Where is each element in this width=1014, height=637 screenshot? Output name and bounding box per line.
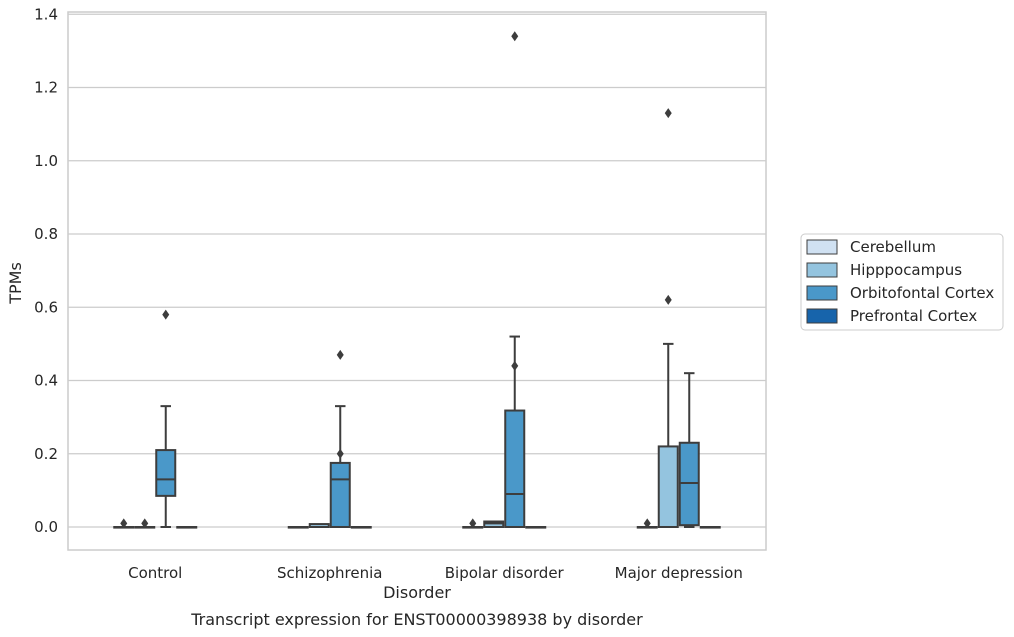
outlier-point (120, 518, 128, 529)
legend-frame (800, 233, 1004, 331)
y-axis-title: TPMs (6, 262, 25, 305)
box-body (504, 409, 526, 528)
legend-label: Prefrontal Cortex (850, 307, 977, 325)
outlier-point (664, 108, 672, 119)
box-cerebellum (287, 526, 309, 529)
legend-swatch (806, 262, 838, 278)
box-prefrontal-cortex (699, 526, 721, 529)
x-tick-label: Major depression (615, 564, 743, 582)
outlier-point (162, 309, 170, 320)
y-tick-label: 0.6 (34, 298, 58, 316)
box-groups (113, 31, 721, 529)
y-tick-label: 1.4 (34, 5, 58, 23)
box-cerebellum (636, 518, 658, 529)
y-tick-label: 1.0 (34, 152, 58, 170)
outlier-point (336, 349, 344, 360)
box-prefrontal-cortex (176, 526, 198, 529)
box-prefrontal-cortex (525, 526, 547, 529)
outlier-point (336, 448, 344, 459)
box-body (329, 461, 351, 528)
tick-labels: 0.0 0.2 0.4 0.6 0.8 1.0 1.2 1.4 Control Schizophr… (34, 5, 743, 582)
legend-label: Orbitofontal Cortex (850, 284, 994, 302)
box-cerebellum (113, 518, 135, 529)
box-prefrontal-cortex (350, 526, 372, 529)
box-body (657, 445, 679, 528)
y-tick-label: 0.2 (34, 445, 58, 463)
box-orbitofontal-cortex (329, 349, 351, 528)
x-tick-label: Schizophrenia (277, 564, 382, 582)
outlier-point (511, 360, 519, 371)
box-cerebellum (462, 518, 484, 529)
legend-label: Hipppocampus (850, 261, 962, 279)
outlier-point (643, 518, 651, 529)
x-axis-title: Disorder (383, 583, 451, 602)
legend: Cerebellum Hipppocampus Orbitofontal Corte… (800, 233, 1004, 331)
outlier-point (664, 294, 672, 305)
x-tick-label: Control (128, 564, 182, 582)
legend-swatch (806, 308, 838, 324)
grid-lines (68, 13, 766, 528)
y-tick-label: 0.8 (34, 225, 58, 243)
chart-title: Transcript expression for ENST0000039893… (190, 610, 643, 629)
box-hipppocampus (657, 108, 679, 528)
box-hipppocampus (483, 520, 505, 528)
outlier-point (511, 31, 519, 42)
box-orbitofontal-cortex (155, 309, 177, 528)
y-tick-label: 1.2 (34, 79, 58, 97)
outlier-point (141, 518, 149, 529)
legend-label: Cerebellum (850, 238, 936, 256)
box-orbitofontal-cortex (678, 372, 700, 528)
y-tick-label: 0.4 (34, 372, 58, 390)
y-tick-label: 0.0 (34, 518, 58, 536)
outlier-point (469, 518, 477, 529)
plot-area (67, 11, 767, 551)
box-body (155, 449, 177, 497)
box-hipppocampus (134, 518, 156, 529)
box-hipppocampus (308, 523, 330, 529)
legend-swatch (806, 285, 838, 301)
x-tick-label: Bipolar disorder (445, 564, 565, 582)
box-orbitofontal-cortex (504, 31, 526, 528)
legend-swatch (806, 239, 838, 255)
